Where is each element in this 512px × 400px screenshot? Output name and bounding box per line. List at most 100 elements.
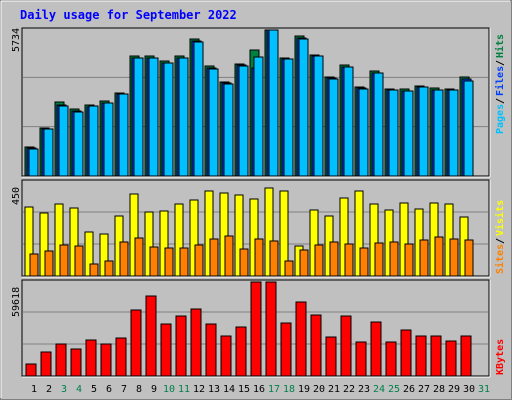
x-tick-label-20: 20	[313, 384, 325, 395]
x-tick-label-15: 15	[238, 384, 250, 395]
bot-max-label: 59618	[11, 287, 22, 317]
bar-kbytes-28	[430, 335, 442, 377]
bar-visits-12	[189, 199, 199, 277]
legend-visits: Visits	[494, 200, 506, 236]
x-tick-label-9: 9	[151, 384, 157, 395]
bar-pages-28	[433, 89, 444, 177]
x-tick-label-27: 27	[418, 384, 430, 395]
bar-sites-26	[404, 243, 414, 277]
x-tick-label-28: 28	[433, 384, 445, 395]
bar-pages-16	[253, 56, 264, 177]
bar-visits-23	[354, 190, 364, 277]
bar-kbytes-12	[190, 308, 202, 377]
bar-sites-4	[74, 245, 84, 277]
bar-sites-13	[209, 238, 219, 277]
bar-visits-9	[144, 211, 154, 277]
bar-kbytes-3	[55, 343, 67, 377]
bar-pages-1	[28, 148, 39, 177]
bar-sites-5	[89, 263, 99, 277]
x-tick-label-3: 3	[61, 384, 67, 395]
bar-sites-10	[164, 247, 174, 277]
x-tick-label-29: 29	[448, 384, 460, 395]
bar-kbytes-2	[40, 351, 52, 377]
x-tick-label-13: 13	[208, 384, 220, 395]
bar-pages-11	[178, 57, 189, 177]
bar-visits-10	[159, 210, 169, 277]
bar-visits-14	[219, 192, 229, 277]
x-tick-label-14: 14	[223, 384, 235, 395]
bar-kbytes-5	[85, 339, 97, 377]
bar-kbytes-25	[385, 341, 397, 377]
bar-sites-22	[344, 243, 354, 277]
bar-visits-6	[99, 233, 109, 277]
bar-pages-3	[58, 105, 69, 177]
legend-sep-1: /	[495, 98, 506, 104]
bar-kbytes-10	[160, 323, 172, 377]
legend-sites: Sites	[494, 244, 506, 274]
x-tick-label-7: 7	[121, 384, 127, 395]
bar-pages-8	[133, 57, 144, 177]
bar-kbytes-22	[340, 315, 352, 377]
bar-visits-17	[264, 187, 274, 277]
bar-kbytes-15	[235, 326, 247, 377]
bar-visits-13	[204, 190, 214, 277]
x-tick-label-10: 10	[163, 384, 175, 395]
bar-kbytes-19	[295, 301, 307, 377]
bar-visits-26	[399, 202, 409, 277]
kbytes-panel	[21, 279, 491, 378]
mid-max-label: 450	[11, 187, 22, 205]
x-tick-label-25: 25	[388, 384, 400, 395]
legend-hits: Hits	[494, 34, 506, 58]
bar-sites-28	[434, 236, 444, 277]
bar-sites-9	[149, 246, 159, 277]
bar-kbytes-13	[205, 323, 217, 377]
bar-sites-21	[329, 241, 339, 277]
bar-visits-15	[234, 194, 244, 277]
bar-pages-6	[103, 102, 114, 177]
bar-kbytes-23	[355, 341, 367, 377]
bar-kbytes-6	[100, 343, 112, 377]
bar-pages-22	[343, 66, 354, 177]
bar-visits-3	[54, 203, 64, 277]
x-tick-label-23: 23	[358, 384, 370, 395]
bar-visits-5	[84, 231, 94, 277]
bar-kbytes-20	[310, 314, 322, 377]
bar-kbytes-21	[325, 336, 337, 377]
x-tick-label-4: 4	[76, 384, 82, 395]
legend-pages: Pages	[495, 104, 506, 134]
bar-visits-8	[129, 193, 139, 277]
bar-kbytes-14	[220, 335, 232, 377]
x-tick-label-21: 21	[328, 384, 340, 395]
bar-pages-15	[238, 65, 249, 177]
bar-sites-27	[419, 239, 429, 277]
bar-visits-1	[24, 206, 34, 277]
bar-sites-7	[119, 241, 129, 277]
chart-title: Daily usage for September 2022	[20, 8, 237, 22]
bar-sites-30	[464, 239, 474, 277]
bar-visits-24	[369, 203, 379, 277]
bar-sites-16	[254, 238, 264, 277]
bar-pages-5	[88, 105, 99, 177]
bar-pages-25	[388, 89, 399, 177]
bar-kbytes-1	[25, 363, 37, 377]
bar-pages-7	[118, 93, 129, 177]
x-tick-label-11: 11	[178, 384, 190, 395]
bar-pages-17	[268, 29, 279, 177]
x-tick-label-6: 6	[106, 384, 112, 395]
bar-visits-4	[69, 207, 79, 277]
x-tick-label-8: 8	[136, 384, 142, 395]
bar-sites-25	[389, 241, 399, 277]
bar-kbytes-29	[445, 340, 457, 377]
bar-sites-19	[299, 249, 309, 277]
legend-files: Files	[494, 66, 506, 96]
bar-visits-11	[174, 203, 184, 277]
bar-pages-9	[148, 57, 159, 177]
legend-sep-2: /	[495, 60, 506, 66]
bar-kbytes-7	[115, 337, 127, 377]
x-tick-label-26: 26	[403, 384, 415, 395]
x-axis-labels: 1 2 3 4 5 6 7 8 9 10 11 12 13 14 15 16 17 18 19 20 21 22 23 24 2…	[31, 384, 490, 395]
x-tick-label-12: 12	[193, 384, 205, 395]
legend-kbytes: KBytes	[495, 339, 506, 375]
bar-pages-13	[208, 68, 219, 177]
